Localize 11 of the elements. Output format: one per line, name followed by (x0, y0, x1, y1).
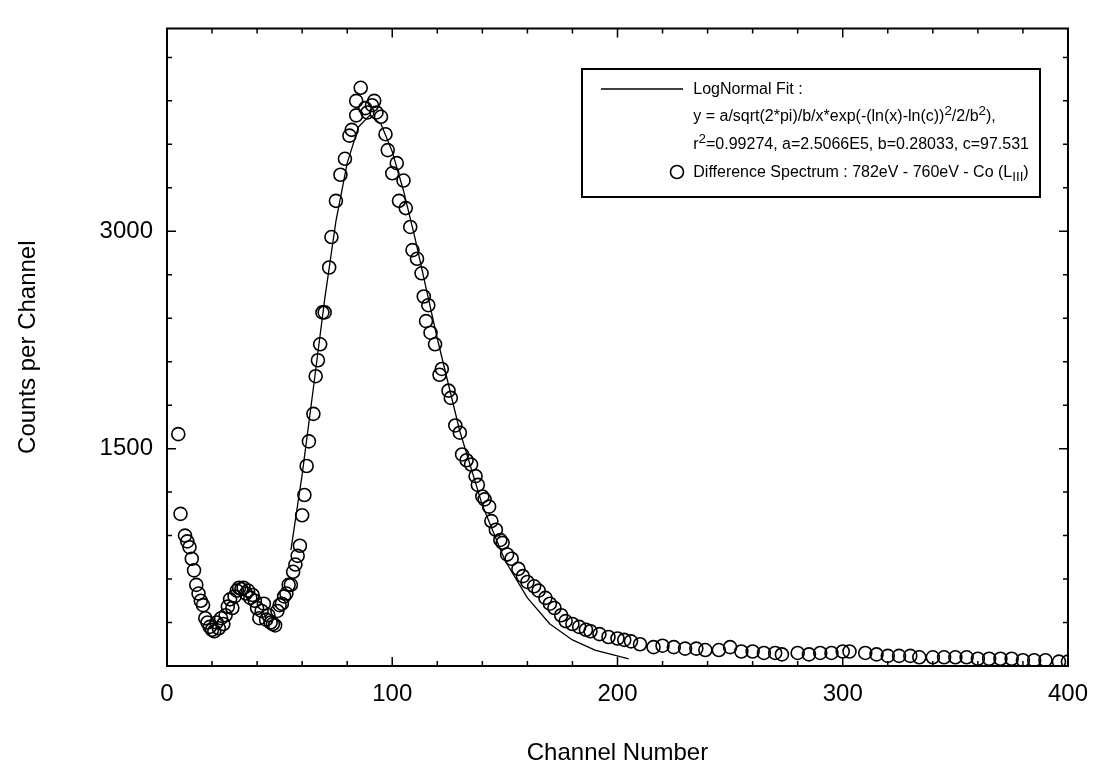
x-axis-title: Channel Number (526, 738, 709, 766)
x-tick-label: 400 (1047, 679, 1088, 707)
legend-label: Difference Spectrum : 782eV - 760eV - Co (L$_{III}$) (693, 162, 1029, 187)
x-tick-label: 200 (597, 679, 638, 707)
x-tick-label: 0 (160, 679, 174, 707)
x-tick-label: 300 (822, 679, 863, 707)
y-axis-title: Counts per Channel (13, 240, 41, 454)
y-tick-label: 1500 (99, 433, 153, 461)
x-tick-label: 100 (372, 679, 413, 707)
text: LogNormal Fit : y = a/sqrt(2*pi)/b/x*exp(-(ln(x)-ln(c))$^{2}$/2/b$^{2}$), r$^{2}$=0.99274, a=2.5066E5, b=0.28033, c=97.531 (693, 80, 1029, 153)
y-tick-label: 3000 (99, 215, 153, 243)
